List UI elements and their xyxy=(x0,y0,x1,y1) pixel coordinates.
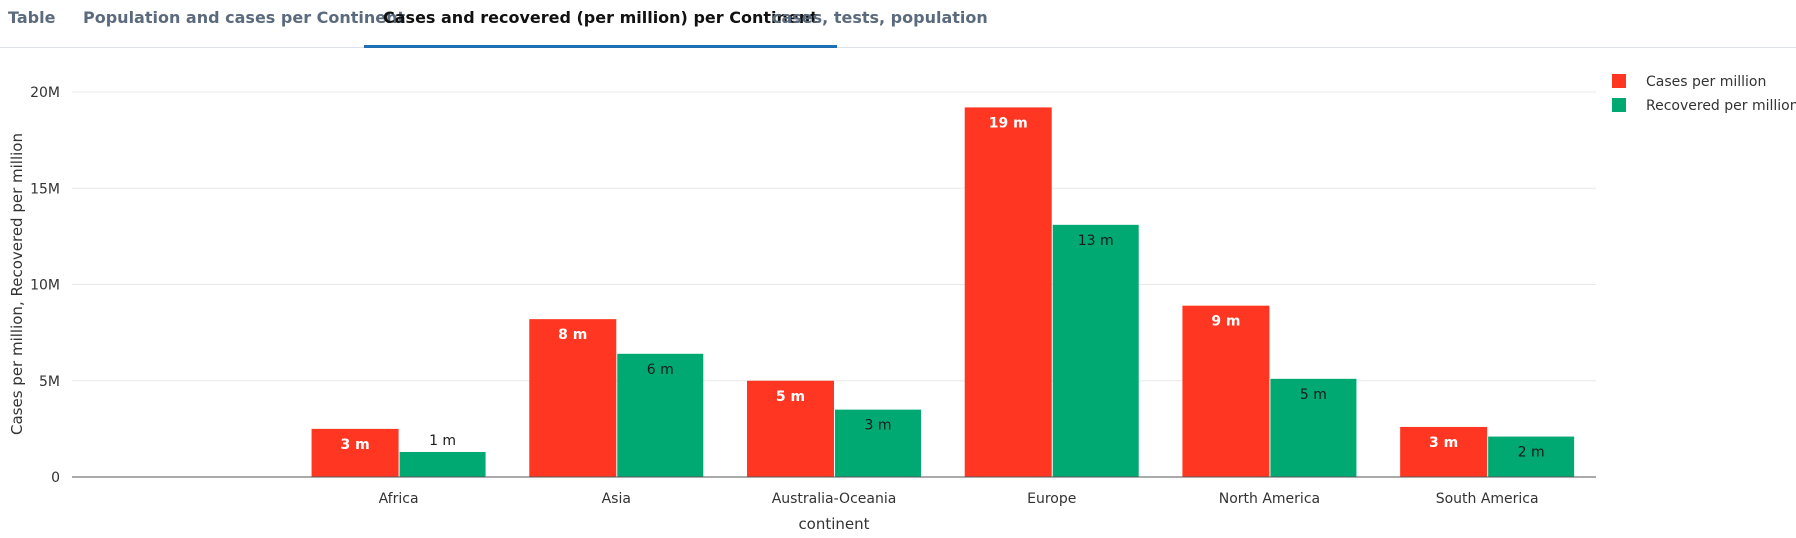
legend-swatch xyxy=(1612,98,1626,112)
bar-label: 1 m xyxy=(429,433,456,449)
tab-cases-tests-population[interactable]: cases, tests, population xyxy=(772,8,988,27)
bar xyxy=(617,353,704,477)
x-tick-label: Australia-Oceania xyxy=(772,491,897,507)
y-tick-label: 20M xyxy=(30,85,60,101)
bar xyxy=(1400,426,1488,477)
bar-label: 19 m xyxy=(989,115,1028,131)
bar xyxy=(1488,436,1575,477)
bar xyxy=(311,428,399,477)
bar xyxy=(1052,224,1139,477)
bar xyxy=(399,451,486,477)
bar xyxy=(529,319,617,477)
tab-population-and-cases[interactable]: Population and cases per Continent xyxy=(83,8,406,27)
bar xyxy=(1182,305,1270,477)
x-tick-label: South America xyxy=(1436,491,1539,507)
tab-cases-and-recovered[interactable]: Cases and recovered (per million) per Co… xyxy=(364,0,837,48)
x-tick-label: Asia xyxy=(602,491,631,507)
legend: Cases per million Recovered per million xyxy=(1612,74,1796,114)
y-axis-label: Cases per million, Recovered per million xyxy=(8,133,26,435)
bar-labels: 3 m 1 m 8 m 6 m 5 m 3 m 19 m 13 m 9 m 5 m 3 m 2 m xyxy=(340,115,1544,460)
bar-label: 13 m xyxy=(1078,233,1114,249)
legend-label: Cases per million xyxy=(1646,74,1766,90)
bar-label: 8 m xyxy=(558,327,587,343)
tab-table[interactable]: Table xyxy=(8,8,56,27)
y-tick-label: 15M xyxy=(30,181,60,197)
x-axis-ticks: Africa Asia Australia-Oceania Europe North A… xyxy=(379,491,1539,507)
bars xyxy=(311,107,1575,478)
legend-label: Recovered per million xyxy=(1646,98,1796,114)
x-tick-label: North America xyxy=(1219,491,1320,507)
bar-label: 5 m xyxy=(1300,387,1327,403)
bar-label: 9 m xyxy=(1211,314,1240,330)
bar-label: 2 m xyxy=(1518,445,1545,461)
bar-label: 5 m xyxy=(776,389,805,405)
y-axis-ticks: 0 5M 10M 15M 20M xyxy=(30,85,60,486)
x-tick-label: Africa xyxy=(379,491,419,507)
bar xyxy=(747,380,834,477)
x-tick-label: Europe xyxy=(1027,491,1076,507)
x-axis-label: continent xyxy=(798,515,869,533)
bar xyxy=(964,107,1052,478)
bar xyxy=(1270,378,1357,477)
y-tick-label: 0 xyxy=(51,470,60,486)
legend-swatch xyxy=(1612,74,1626,88)
bar-chart: 0 5M 10M 15M 20M 3 m 1 m 8 m 6 m 5 m 3 m 19 m 13 m 9… xyxy=(8,74,1796,533)
bar-label: 3 m xyxy=(340,437,369,453)
bar-label: 3 m xyxy=(865,418,892,434)
bar xyxy=(835,409,921,477)
y-tick-label: 10M xyxy=(30,278,60,294)
bar-label: 6 m xyxy=(647,362,674,378)
tab-bar: Table Population and cases per Continent… xyxy=(0,0,1796,48)
grid-lines xyxy=(72,91,1596,382)
y-tick-label: 5M xyxy=(39,374,60,390)
bar-label: 3 m xyxy=(1429,435,1458,451)
